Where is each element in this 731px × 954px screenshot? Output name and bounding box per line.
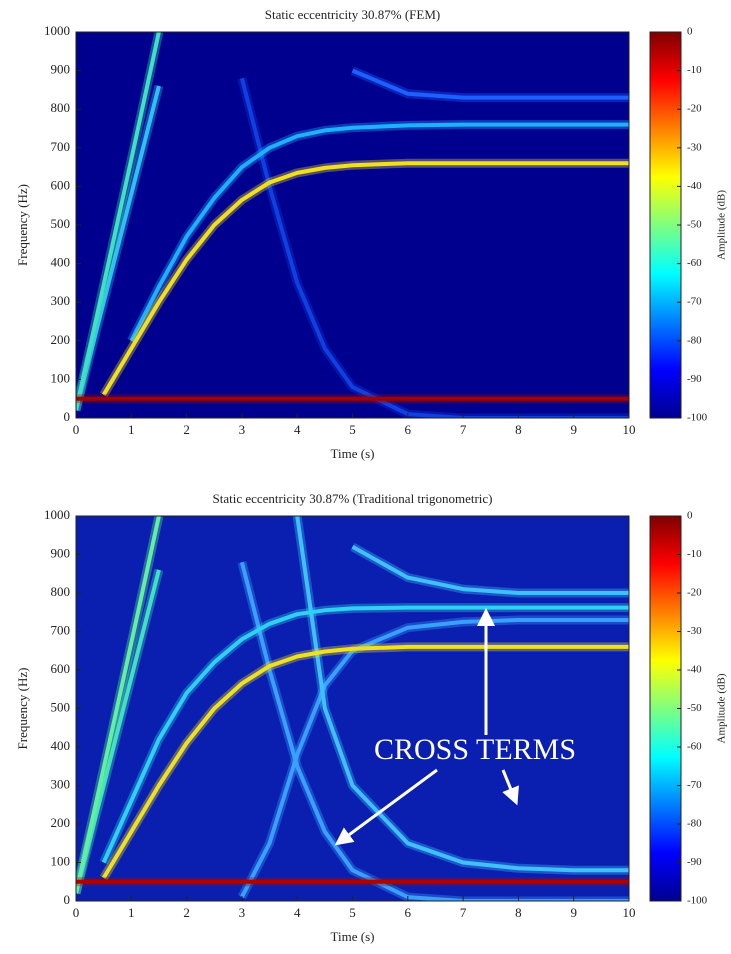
- colorbar-tick-label: -90: [687, 373, 702, 385]
- colorbar-tick-label: -60: [687, 741, 702, 753]
- colorbar-tick-label: -80: [687, 334, 702, 346]
- x-tick-label: 1: [128, 905, 135, 920]
- y-axis-label: Frequency (Hz): [15, 668, 30, 750]
- ridge: [351, 68, 629, 100]
- colorbar-tick-label: -50: [687, 219, 702, 231]
- x-tick-label: 10: [623, 905, 636, 920]
- colorbar-tick-label: -80: [687, 818, 702, 830]
- colorbar-tick-label: -10: [687, 64, 702, 76]
- x-tick-label: 4: [294, 422, 301, 437]
- x-tick-label: 7: [460, 422, 467, 437]
- y-tick-label: 300: [51, 776, 71, 791]
- x-tick-label: 6: [405, 422, 412, 437]
- colorbar-tick-label: -20: [687, 587, 702, 599]
- y-tick-label: 500: [51, 699, 71, 714]
- ridge: [295, 516, 629, 873]
- ridge: [76, 516, 161, 894]
- y-tick-label: 1000: [44, 23, 70, 38]
- colorbar-tick-label: -70: [687, 296, 702, 308]
- y-tick-label: 400: [51, 255, 71, 270]
- y-tick-label: 200: [51, 332, 71, 347]
- y-tick-label: 800: [51, 584, 71, 599]
- x-tick-label: 10: [623, 422, 636, 437]
- annotation-arrow: [334, 768, 438, 846]
- x-tick-label: 0: [73, 905, 80, 920]
- colorbar-tick-label: 0: [687, 510, 693, 522]
- y-tick-label: 600: [51, 177, 71, 192]
- x-tick-label: 9: [570, 422, 577, 437]
- x-axis-label: Time (s): [331, 446, 375, 461]
- x-tick-label: 9: [570, 905, 577, 920]
- y-tick-label: 800: [51, 100, 71, 115]
- colorbar-tick-label: -100: [687, 412, 708, 424]
- ridge: [76, 32, 161, 411]
- x-tick-label: 7: [460, 905, 467, 920]
- y-tick-label: 200: [51, 815, 71, 830]
- colorbar-tick-label: -40: [687, 664, 702, 676]
- x-tick-label: 0: [73, 422, 80, 437]
- colorbar-tick-label: -40: [687, 180, 702, 192]
- y-tick-label: 1000: [44, 507, 70, 522]
- colorbar-tick-label: -70: [687, 779, 702, 791]
- x-tick-label: 8: [515, 422, 522, 437]
- ridges: [76, 516, 629, 901]
- x-tick-label: 2: [183, 422, 190, 437]
- x-tick-label: 3: [239, 905, 246, 920]
- x-tick-label: 5: [349, 422, 356, 437]
- ridge: [351, 545, 629, 595]
- colorbar-tick-label: -90: [687, 856, 702, 868]
- y-tick-label: 900: [51, 62, 71, 77]
- x-tick-label: 2: [183, 905, 190, 920]
- colorbar-tick-label: 0: [687, 26, 693, 38]
- colorbar-tick-label: -60: [687, 257, 702, 269]
- colorbar-tick-label: -20: [687, 103, 702, 115]
- ridge: [101, 161, 629, 396]
- annotation-arrow: [501, 769, 519, 806]
- y-tick-label: 300: [51, 293, 71, 308]
- colorbar-tick-label: -100: [687, 895, 708, 907]
- x-tick-label: 4: [294, 905, 301, 920]
- x-tick-label: 3: [239, 422, 246, 437]
- x-tick-label: 8: [515, 905, 522, 920]
- y-tick-label: 700: [51, 139, 71, 154]
- y-tick-label: 100: [51, 370, 71, 385]
- ridge: [101, 605, 629, 864]
- colorbar-tick-label: -50: [687, 702, 702, 714]
- y-tick-label: 0: [64, 892, 71, 907]
- y-tick-label: 500: [51, 216, 71, 231]
- colorbar-tick-label: -30: [687, 141, 702, 153]
- colorbar-label: Amplitude (dB): [716, 190, 728, 260]
- colorbar: [649, 31, 682, 419]
- x-tick-label: 1: [128, 422, 135, 437]
- colorbar-tick-label: -30: [687, 625, 702, 637]
- y-tick-label: 0: [64, 409, 71, 424]
- ridge: [101, 644, 629, 879]
- chart-title: Static eccentricity 30.87% (Traditional …: [212, 491, 492, 506]
- y-tick-label: 900: [51, 545, 71, 560]
- colorbar: [649, 515, 682, 902]
- x-tick-label: 5: [349, 905, 356, 920]
- colorbar-label: Amplitude (dB): [716, 673, 728, 743]
- y-tick-label: 400: [51, 738, 71, 753]
- y-tick-label: 100: [51, 853, 71, 868]
- x-axis-label: Time (s): [331, 929, 375, 944]
- x-tick-label: 6: [405, 905, 412, 920]
- ridges: [76, 32, 629, 418]
- y-axis-label: Frequency (Hz): [15, 184, 30, 266]
- annotation: CROSS TERMS: [374, 733, 576, 766]
- y-tick-label: 600: [51, 661, 71, 676]
- y-tick-label: 700: [51, 622, 71, 637]
- chart-title: Static eccentricity 30.87% (FEM): [265, 7, 440, 22]
- colorbar-tick-label: -10: [687, 548, 702, 560]
- ridge: [129, 122, 629, 342]
- ridge: [240, 618, 629, 899]
